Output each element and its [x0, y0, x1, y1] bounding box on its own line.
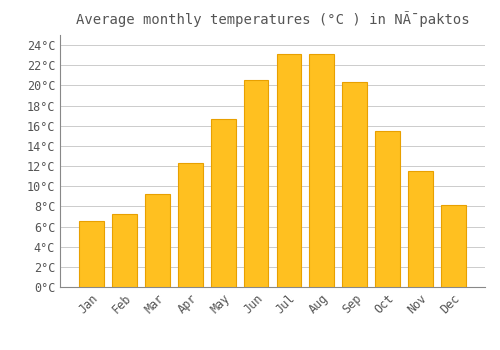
- Title: Average monthly temperatures (°C ) in NÃ¯paktos: Average monthly temperatures (°C ) in NÃ…: [76, 11, 469, 27]
- Bar: [145, 194, 170, 287]
- Bar: [178, 163, 203, 287]
- Bar: [441, 205, 466, 287]
- Bar: [80, 222, 104, 287]
- Bar: [112, 215, 137, 287]
- Bar: [376, 131, 400, 287]
- Bar: [276, 54, 301, 287]
- Bar: [211, 119, 236, 287]
- Bar: [310, 54, 334, 287]
- Bar: [408, 171, 433, 287]
- Bar: [244, 80, 268, 287]
- Bar: [342, 82, 367, 287]
